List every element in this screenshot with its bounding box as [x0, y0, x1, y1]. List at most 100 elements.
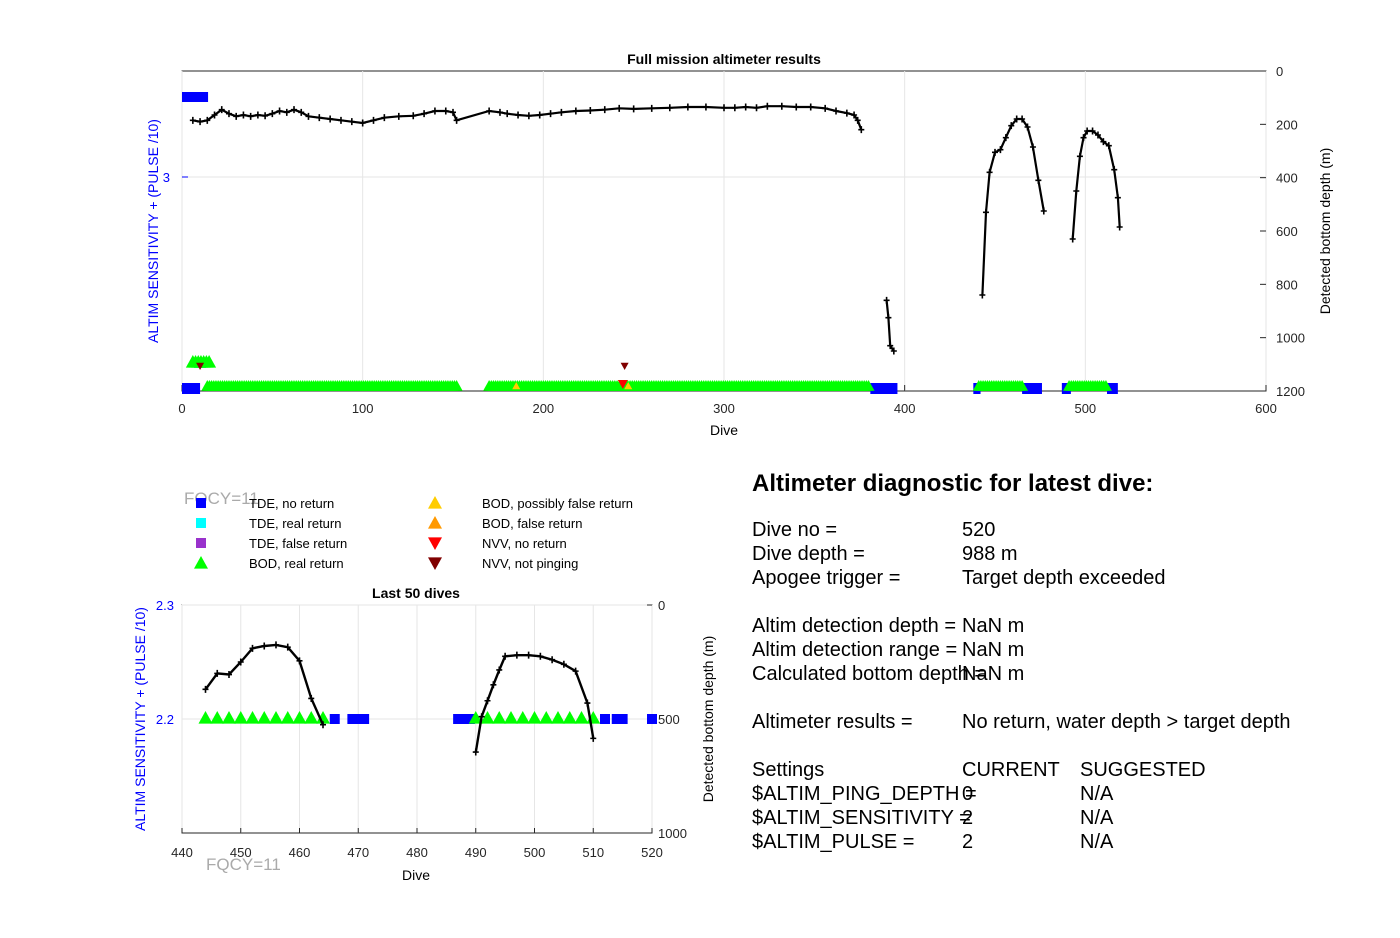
apogee-value: Target depth exceeded	[962, 567, 1166, 589]
depth-point	[502, 652, 509, 660]
bod-real-return-marker	[492, 711, 507, 724]
depth-point	[885, 314, 892, 322]
bod-real-return-marker	[292, 711, 307, 724]
bod-real-return-marker	[562, 711, 577, 724]
x-tick-label: 400	[894, 401, 916, 416]
bod-real-return-marker	[504, 711, 518, 724]
det-depth-label: Altim detection depth =	[752, 615, 957, 637]
depth-point	[721, 104, 727, 112]
nvv-not-pinging-marker	[196, 362, 205, 370]
right-tick-label: 500	[658, 712, 680, 727]
x-tick-label: 100	[352, 401, 374, 416]
depth-point	[666, 104, 673, 112]
bottom-x-ticks: 440 450 460 470 480 490 500 510 520	[171, 828, 663, 860]
tde-no-return-marker	[870, 383, 898, 394]
depth-series-line	[885, 300, 895, 352]
bod-real-return-marker	[551, 711, 565, 724]
depth-point	[316, 114, 323, 122]
x-tick-label: 200	[532, 401, 554, 416]
tde-no-return-marker	[329, 714, 340, 724]
det-range-label: Altim detection range =	[752, 639, 958, 661]
right-tick-label: 800	[1276, 277, 1298, 292]
legend-label: BOD, possibly false return	[482, 496, 633, 511]
x-tick-label: 460	[289, 845, 311, 860]
depth-point	[348, 118, 355, 126]
legend-marker	[196, 498, 206, 508]
depth-point	[547, 110, 554, 118]
x-tick-label: 490	[465, 845, 487, 860]
depth-point	[890, 347, 897, 355]
x-tick-label: 300	[713, 401, 735, 416]
depth-point	[189, 116, 196, 124]
depth-point	[296, 657, 303, 665]
legend-marker	[428, 557, 442, 570]
depth-point	[601, 106, 608, 114]
sensitivity-suggested: N/A	[1080, 807, 1114, 829]
depth-point	[982, 208, 989, 216]
depth-point	[590, 734, 597, 742]
ping-depth-label: $ALTIM_PING_DEPTH =	[752, 783, 977, 805]
top-left-tick-3: 3	[163, 170, 170, 185]
fqcy-label-top: FQCY=11	[184, 489, 259, 508]
right-tick-label: 600	[1276, 224, 1298, 239]
tde-no-return-marker	[617, 714, 628, 724]
depth-point	[851, 111, 858, 119]
sensitivity-row: $ALTIM_SENSITIVITY = 2 N/A	[752, 806, 1392, 830]
depth-point	[515, 111, 522, 119]
depth-point	[702, 103, 709, 111]
bottom-right-ticks: 0 500 1000	[647, 598, 687, 841]
bod-real-return-marker	[210, 711, 225, 724]
depth-point	[731, 104, 738, 112]
depth-point	[1089, 127, 1096, 135]
depth-point	[1076, 152, 1083, 160]
depth-point	[513, 651, 520, 659]
bod-real-return-marker	[468, 711, 483, 724]
depth-point	[997, 146, 1004, 154]
depth-point	[979, 291, 986, 299]
depth-point	[197, 118, 204, 126]
suggested-header: SUGGESTED	[1080, 759, 1206, 781]
depth-series-line	[474, 654, 595, 753]
bod-possibly-false-marker	[624, 382, 633, 390]
depth-point	[211, 111, 218, 119]
det-range-value: NaN m	[962, 639, 1025, 661]
depth-point	[1013, 115, 1020, 123]
depth-point	[453, 116, 460, 124]
sensitivity-current: 2	[962, 807, 974, 829]
depth-point	[276, 107, 283, 115]
calc-bottom-value: NaN m	[962, 663, 1025, 685]
depth-point	[560, 660, 567, 668]
legend-marker	[428, 537, 442, 550]
top-right-ticks: 0 200 400 600 800 1000 1200	[1260, 64, 1305, 399]
depth-point	[1080, 134, 1087, 142]
depth-point	[822, 104, 829, 112]
depth-point	[778, 102, 785, 110]
depth-point	[536, 111, 543, 119]
right-tick-label: 200	[1276, 117, 1298, 132]
bod-real-return-marker	[304, 711, 319, 724]
pulse-label: $ALTIM_PULSE =	[752, 831, 915, 853]
sensitivity-label: $ALTIM_SENSITIVITY =	[752, 807, 971, 829]
depth-point	[1040, 207, 1047, 215]
depth-point	[320, 721, 326, 729]
depth-point	[504, 110, 511, 118]
top-left-axis-label: ALTIM SENSITIVITY + (PULSE /10)	[145, 119, 161, 343]
tde-no-return-marker	[459, 714, 469, 724]
x-tick-label: 500	[524, 845, 546, 860]
legend-marker	[194, 556, 208, 569]
depth-point	[1019, 115, 1026, 123]
depth-point	[587, 106, 594, 114]
depth-point	[858, 126, 865, 134]
settings-label: Settings	[752, 759, 825, 781]
legend-label: NVV, not pinging	[482, 556, 578, 571]
calc-bottom-label: Calculated bottom depth =	[752, 663, 987, 685]
depth-point	[472, 748, 479, 756]
depth-point	[1094, 131, 1101, 139]
depth-point	[214, 669, 221, 677]
depth-point	[490, 681, 497, 689]
legend-items: TDE, no return TDE, real return TDE, false…	[194, 496, 633, 571]
bod-real-return-marker	[269, 711, 283, 724]
depth-point	[273, 641, 279, 649]
dive-no-value: 520	[962, 519, 996, 541]
depth-point	[1073, 187, 1080, 195]
